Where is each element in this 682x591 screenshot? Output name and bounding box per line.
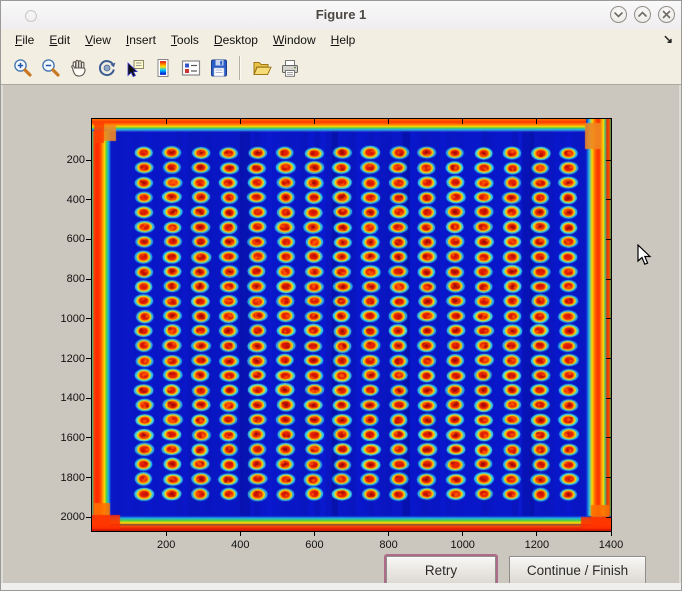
- menu-file[interactable]: File: [15, 33, 35, 47]
- plot-axes[interactable]: [91, 118, 612, 532]
- print-icon[interactable]: [277, 55, 302, 80]
- x-tick: [610, 119, 612, 124]
- menu-edit[interactable]: Edit: [49, 33, 71, 47]
- x-tick-label: 400: [231, 539, 250, 551]
- zoom-out-icon[interactable]: [38, 55, 63, 80]
- data-cursor-icon[interactable]: [122, 55, 147, 80]
- colorbar-icon[interactable]: [150, 55, 175, 80]
- window-bottom-edge: [1, 583, 681, 590]
- maximize-button[interactable]: [634, 6, 651, 23]
- title-bar[interactable]: Figure 1: [1, 1, 681, 30]
- minimize-button[interactable]: [610, 6, 627, 23]
- y-tick: [606, 477, 611, 479]
- y-tick: [606, 437, 611, 439]
- menu-help[interactable]: Help: [330, 33, 356, 47]
- dock-figure-icon[interactable]: ↘: [662, 32, 673, 46]
- mouse-cursor-icon: [637, 244, 652, 265]
- x-tick: [165, 119, 167, 124]
- y-tick-label: 2000: [60, 511, 85, 524]
- x-tick: [239, 532, 241, 536]
- open-file-icon[interactable]: [249, 55, 274, 80]
- y-tick-label: 200: [66, 154, 85, 166]
- y-tick-label: 1400: [60, 392, 85, 405]
- y-tick-label: 1200: [60, 352, 85, 365]
- y-tick: [86, 238, 91, 240]
- toolbar-separator: [239, 55, 241, 80]
- y-tick: [606, 397, 611, 399]
- x-tick: [610, 532, 612, 536]
- continue-finish-button[interactable]: Continue / Finish: [509, 556, 646, 584]
- menu-window[interactable]: Window: [272, 33, 316, 47]
- y-tick: [606, 159, 611, 161]
- menu-insert[interactable]: Insert: [125, 33, 156, 47]
- y-tick: [86, 159, 91, 161]
- menu-bar: File Edit View Insert Tools Desktop Window Help…: [1, 29, 681, 51]
- insert-legend-icon[interactable]: [178, 55, 203, 80]
- y-tick-label: 600: [66, 233, 85, 246]
- toolbar: [1, 51, 681, 85]
- y-tick: [86, 358, 91, 359]
- x-tick: [165, 532, 167, 536]
- y-tick: [606, 516, 611, 518]
- x-tick: [239, 119, 241, 124]
- x-tick: [388, 532, 390, 536]
- y-tick-label: 1000: [60, 312, 85, 325]
- menu-desktop[interactable]: Desktop: [213, 33, 258, 47]
- x-tick: [313, 119, 315, 124]
- x-tick-label: 1400: [598, 539, 624, 551]
- y-tick: [86, 278, 91, 280]
- y-tick: [606, 199, 611, 201]
- menu-view[interactable]: View: [85, 33, 111, 47]
- x-tick: [313, 532, 315, 536]
- x-tick-label: 800: [379, 539, 398, 551]
- y-tick: [86, 318, 91, 320]
- y-tick-label: 1800: [60, 471, 85, 484]
- rotate-3d-icon[interactable]: [94, 55, 119, 80]
- retry-button[interactable]: Retry: [384, 554, 498, 586]
- x-tick: [462, 532, 464, 536]
- y-tick: [606, 238, 611, 240]
- zoom-in-icon[interactable]: [10, 55, 35, 80]
- y-tick: [86, 516, 91, 518]
- y-tick-label: 1600: [60, 431, 85, 444]
- heatmap-canvas[interactable]: [92, 119, 611, 531]
- y-tick: [606, 358, 611, 359]
- x-tick: [536, 119, 538, 124]
- window-title: Figure 1: [315, 7, 367, 22]
- y-tick: [86, 199, 91, 201]
- pan-icon[interactable]: [66, 55, 91, 80]
- x-tick-label: 1000: [450, 539, 475, 551]
- x-tick: [462, 119, 464, 124]
- x-tick: [388, 119, 390, 124]
- close-button[interactable]: [658, 6, 675, 23]
- window-controls: [610, 6, 675, 23]
- y-tick-label: 400: [66, 193, 85, 206]
- window-icon: [25, 10, 37, 22]
- y-tick: [86, 397, 91, 399]
- x-tick-label: 200: [156, 539, 176, 551]
- y-tick: [86, 437, 91, 439]
- y-tick-label: 800: [66, 273, 85, 286]
- x-tick: [536, 532, 538, 536]
- figure-canvas: 200 400 600 800 1000 1200 1400 200 400 600 800 1000…: [1, 85, 681, 586]
- y-tick: [606, 278, 611, 280]
- y-tick: [86, 477, 91, 479]
- y-tick: [606, 318, 611, 320]
- save-figure-icon[interactable]: [206, 55, 231, 80]
- menu-tools[interactable]: Tools: [170, 33, 199, 47]
- x-tick-label: 600: [305, 539, 324, 551]
- x-tick-label: 1200: [524, 539, 550, 551]
